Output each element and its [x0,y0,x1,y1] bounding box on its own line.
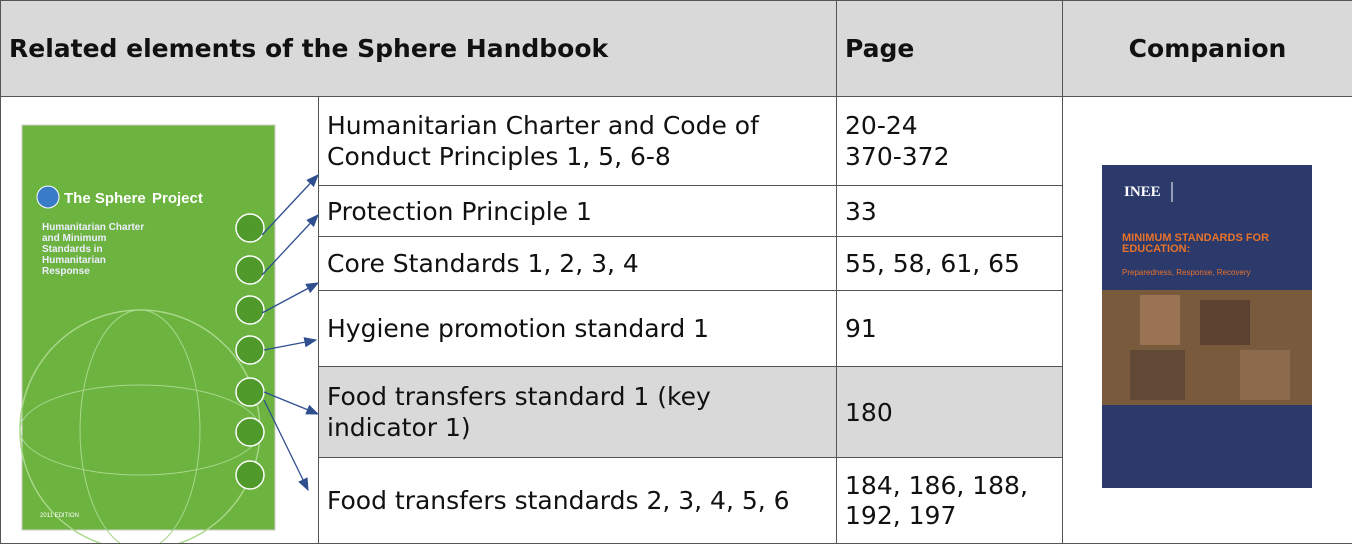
cover-text: Humanitarian Charter and Minimum Standar… [42,222,152,277]
cover-text: The Sphere [64,190,146,207]
inee-cover: INEE MINIMUM STANDARDS FOR EDUCATION: Pr… [1102,165,1312,488]
sphere-cover: The Sphere Project Humanitarian Charter … [20,125,275,543]
cover-text: MINIMUM STANDARDS FOR EDUCATION: [1122,233,1302,255]
cover-text: INEE [1124,184,1161,200]
cover-text: Project [152,190,203,207]
cover-subtitle: Humanitarian Charter and Minimum Standar… [42,222,152,292]
cover-text: 2011 EDITION [40,513,79,519]
cover-text: Preparedness, Response, Recovery [1122,268,1251,277]
